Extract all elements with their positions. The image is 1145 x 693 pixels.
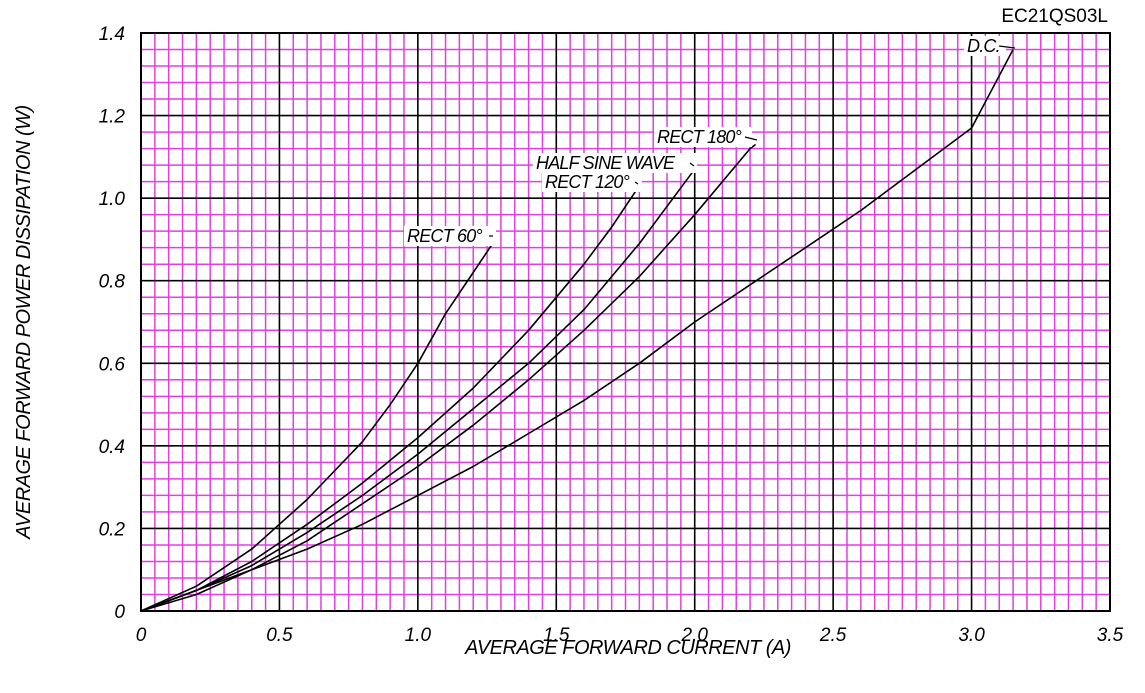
x-tick-label: 2.0: [681, 625, 709, 646]
curve-label-rect-180: RECT 180°: [657, 127, 742, 147]
curve-label-leader: [689, 162, 695, 167]
series-line-rect-120: [140, 185, 640, 612]
y-tick-label: 0.8: [99, 272, 126, 293]
curve-label-bg: [542, 172, 642, 192]
series-line-half-sine-wave: [140, 168, 696, 612]
x-tick-label: 0: [136, 625, 147, 646]
x-tick-label: 0.5: [266, 625, 293, 646]
curve-label-leader: [744, 136, 758, 141]
y-tick-label: 0.4: [99, 437, 125, 458]
curve-label-leader: [634, 181, 639, 185]
series-line-rect-60: [140, 238, 497, 612]
y-axis-title: AVERAGE FORWARD POWER DISSIPATION (W): [13, 105, 35, 539]
series-line-d-c: [140, 49, 1014, 612]
x-tick-label: 3.0: [958, 625, 985, 646]
y-tick-labels: 0 0.2 0.4 0.6 0.8 1.0 1.2 1.4: [99, 24, 126, 623]
curve-label-half-sine-wave: HALF SINE WAVE: [536, 153, 676, 173]
plot-frame: [140, 32, 1111, 612]
curve-label-rect-60: RECT 60°: [407, 226, 482, 246]
y-tick-label: 0.6: [99, 354, 126, 375]
y-tick-label: 0.2: [99, 519, 126, 540]
curve-labels: RECT 60° RECT 120°HALF SINE WAVE RECT 180°…: [404, 36, 1016, 246]
y-tick-label: 1.0: [99, 189, 126, 210]
curve-label-bg: [404, 226, 496, 246]
x-tick-labels: 0 0.5 1.0 1.5 2.0 2.5 3.0 3.5: [136, 625, 1124, 646]
minor-grid: [141, 33, 1110, 611]
y-tick-label: 1.4: [99, 24, 125, 45]
y-tick-label: 1.2: [99, 107, 126, 128]
x-tick-label: 2.5: [819, 625, 847, 646]
major-grid: [141, 33, 1110, 611]
curve-label-leader: [998, 45, 1016, 49]
curve-label-rect-120: RECT 120°: [545, 172, 630, 192]
x-tick-label: 3.5: [1097, 625, 1124, 646]
curves: [140, 49, 1014, 612]
x-tick-label: 1.0: [405, 625, 432, 646]
model-label: EC21QS03L: [1001, 6, 1108, 27]
curve-label-bg: [654, 127, 752, 147]
curve-label-bg: [533, 153, 697, 173]
curve-label-bg: [964, 36, 1006, 56]
x-tick-label: 1.5: [543, 625, 570, 646]
curve-label-d-c: D.C.: [967, 36, 1000, 56]
y-tick-label: 0: [114, 602, 125, 623]
x-axis-title: AVERAGE FORWARD CURRENT (A): [464, 637, 791, 659]
